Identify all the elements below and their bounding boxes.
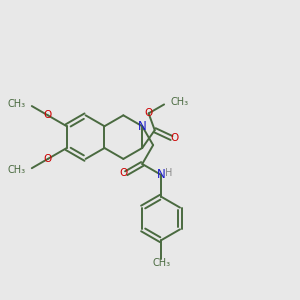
Text: O: O (44, 154, 52, 164)
Text: O: O (44, 110, 52, 120)
Text: N: N (157, 168, 166, 182)
Text: CH₃: CH₃ (8, 165, 26, 175)
Text: CH₃: CH₃ (152, 258, 170, 268)
Text: N: N (138, 120, 147, 133)
Text: O: O (119, 168, 127, 178)
Text: CH₃: CH₃ (170, 98, 188, 107)
Text: O: O (145, 108, 153, 118)
Text: H: H (165, 168, 173, 178)
Text: O: O (170, 133, 178, 143)
Text: CH₃: CH₃ (8, 99, 26, 109)
